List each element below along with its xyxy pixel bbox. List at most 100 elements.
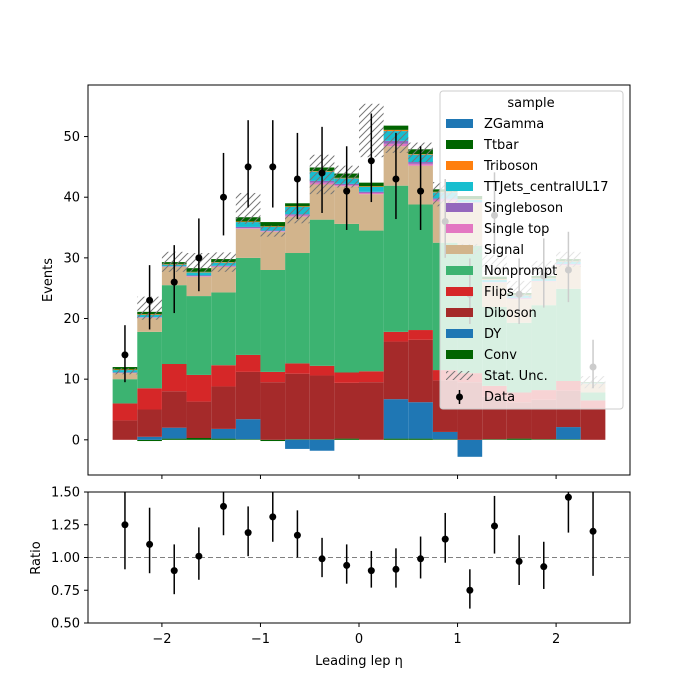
legend-label: Conv [484,348,517,363]
legend-label: Data [484,390,515,405]
legend-swatch [446,308,473,317]
legend-entry: ZGamma [446,117,544,132]
ratio-y-axis-label: Ratio [29,541,44,574]
series-dy [137,399,581,457]
data-point [244,163,252,171]
legend-entry: DY [446,327,501,342]
stack-bar [211,386,236,429]
ratio-point [244,529,252,537]
legend-label: Singleboson [484,201,563,216]
legend-entry: Singleboson [446,201,563,216]
ratio-point [170,567,178,575]
stack-bar [186,438,212,440]
x-tick-label: −2 [152,632,171,647]
x-tick-label: −1 [251,632,270,647]
stack-bar [161,364,187,392]
stack-bar [432,439,458,440]
y-tick-label: 30 [63,251,80,266]
stack-bar [334,372,359,383]
legend-marker [456,393,463,401]
ratio-y-ticks: 0.50 0.75 1.00 1.25 1.50 [51,486,88,632]
data-point [269,163,277,171]
ratio-point [318,555,326,563]
y-tick-label: 1.25 [51,518,80,533]
data-point [417,187,425,195]
ratio-point [466,586,474,594]
ratio-point [540,563,548,571]
ratio-point [220,502,227,510]
stack-bar [383,399,409,439]
data-point [170,278,178,286]
stack-bar [506,438,532,440]
legend-label: ZGamma [484,117,544,132]
ratio-point [146,540,154,548]
data-point [392,175,400,183]
data-point [367,157,375,165]
legend-swatch [446,203,473,212]
stack-bar [383,331,409,342]
stack-bar [334,438,359,440]
stack-bar [556,439,581,440]
stack-bar [309,375,335,440]
stack-bar [161,427,187,439]
stack-bar [285,439,310,449]
main-y-axis-label: Events [41,258,56,302]
legend-entry: Single top [446,222,549,237]
stack-bar [161,391,187,428]
legend-label: Nonprompt [484,264,557,279]
ratio-point [564,493,572,501]
stack-bar [309,439,335,440]
stack-bar [482,439,507,440]
legend-label: Diboson [484,306,537,321]
stack-bar [161,438,187,440]
stack-bar [383,341,409,400]
main-x-ticks [161,475,557,479]
data-point [220,193,227,201]
stack-bar [211,292,236,366]
legend-entry: Nonprompt [446,264,557,279]
stat-unc-bin [260,225,286,237]
legend-label: Ttbar [483,138,519,153]
ratio-point [195,552,203,560]
series-conv [137,438,581,442]
ratio-panel: 0.50 0.75 1.00 1.25 1.50 −2 −1 0 1 2 Ratio Leadi… [29,486,631,669]
y-tick-label: 0.50 [51,617,80,632]
ratio-point [343,561,351,569]
legend-label: Signal [484,243,524,258]
ratio-point [589,527,597,535]
data-point [293,175,301,183]
legend-entry: Flips [446,285,514,300]
stack-bar [235,257,261,355]
ratio-x-axis-label: Leading lep η [315,654,403,669]
stack-bar [235,226,261,229]
y-tick-label: 0 [72,433,80,448]
y-tick-label: 20 [63,312,80,327]
ratio-point [392,565,400,573]
stack-bar [260,222,286,227]
legend-entry: Signal [446,243,524,258]
ratio-point [121,521,129,529]
stack-bar [334,223,359,373]
stack-bar [457,439,483,457]
ratio-point [417,555,425,563]
legend-entry: Conv [446,348,517,363]
stack-bar [235,371,261,420]
legend-swatch [446,350,473,359]
stack-bar [556,427,581,440]
ratio-plot-area [88,492,630,609]
legend-swatch [446,140,473,149]
legend-swatch [446,182,473,191]
stack-bar [383,125,409,130]
stack-bar [580,409,606,440]
stack-bar [235,222,261,227]
legend-swatch [446,329,473,338]
stack-bar [383,438,409,440]
ratio-point [269,513,277,521]
stack-bar [186,374,212,402]
legend-entry: TTJets_centralUL17 [446,180,609,195]
stack-bar [211,365,236,387]
stack-bar [408,438,433,440]
stack-bar [285,363,310,374]
ratio-point [441,535,449,543]
stack-bar [334,382,359,439]
